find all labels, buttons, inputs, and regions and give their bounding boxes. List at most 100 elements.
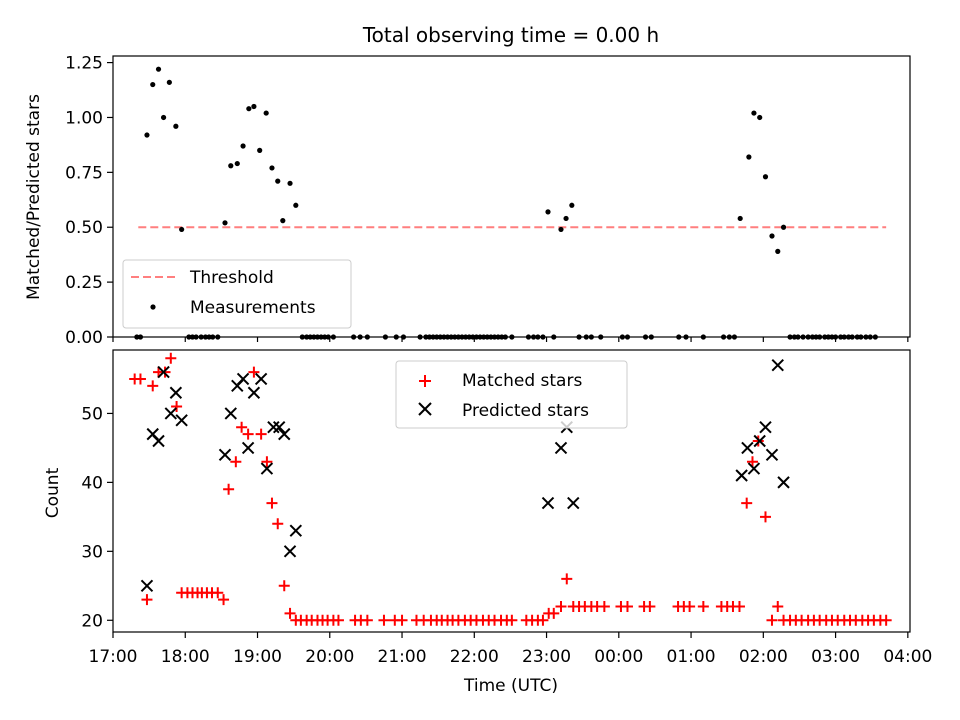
matched-star-point <box>697 600 709 612</box>
y-tick-label: 1.00 <box>65 108 103 128</box>
y-tick-label: 0.50 <box>65 218 103 238</box>
bottom-plot-frame <box>112 349 911 633</box>
matched-star-point <box>141 594 153 606</box>
matched-star-point <box>741 497 753 509</box>
measurement-point <box>240 143 246 149</box>
matched-star-point <box>230 456 242 468</box>
legend-matched-label: Matched stars <box>462 371 582 391</box>
measurement-point <box>246 106 252 112</box>
predicted-star-point <box>241 441 255 455</box>
top-y-axis: 0.00 0.25 0.50 0.75 1.00 1.25 <box>65 54 113 348</box>
x-tick-label: 04:00 <box>883 647 932 667</box>
matched-star-point <box>165 352 177 364</box>
bottom-legend: Matched stars Predicted stars <box>395 360 628 429</box>
matched-star-point <box>644 600 656 612</box>
predicted-star-point <box>175 414 188 427</box>
predicted-star-point <box>567 496 580 510</box>
x-tick-label: 17:00 <box>89 647 138 667</box>
predicted-star-point <box>272 421 286 434</box>
x-tick-label: 21:00 <box>378 647 427 667</box>
matched-star-point <box>684 600 696 612</box>
matched-star-point <box>561 573 573 585</box>
matched-star-point <box>159 366 171 378</box>
predicted-star-point <box>771 358 784 372</box>
predicted-star-point <box>164 407 178 420</box>
measurement-point <box>222 220 228 226</box>
matched-star-point <box>548 607 560 619</box>
matched-star-point <box>598 600 610 612</box>
measurement-point <box>287 180 293 186</box>
matched-star-point <box>218 594 230 606</box>
top-plot-frame <box>112 55 911 338</box>
matched-points <box>129 352 892 626</box>
matched-star-point <box>266 497 278 509</box>
x-tick-label: 01:00 <box>667 647 716 667</box>
matched-star-point <box>261 456 273 468</box>
top-legend: Threshold Measurements <box>122 259 352 329</box>
measurement-point <box>746 154 752 160</box>
measurement-point <box>775 248 781 254</box>
predicted-star-point <box>260 462 274 475</box>
matched-star-point <box>772 600 784 612</box>
matched-star-point <box>278 580 290 592</box>
matched-star-point <box>147 380 159 392</box>
chart-title: Total observing time = 0.00 h <box>362 23 659 47</box>
matched-star-point <box>332 614 344 626</box>
measurement-point <box>569 202 575 208</box>
legend-measurements-swatch <box>150 304 156 310</box>
predicted-star-point <box>169 386 183 399</box>
measurement-point <box>558 226 564 233</box>
matched-star-point <box>248 366 260 378</box>
matched-star-point <box>746 456 758 468</box>
bottom-x-axis: 17:00 18:00 19:00 20:00 21:00 22:00 23:00 00:00… <box>89 632 932 667</box>
measurement-point <box>234 160 240 167</box>
predicted-star-point <box>157 365 170 379</box>
matched-star-point <box>621 600 633 612</box>
predicted-star-point <box>759 421 772 434</box>
legend-measurements-label: Measurements <box>190 298 316 318</box>
bottom-panel: 20 30 40 50 17:00 18:00 19:00 20:00 21:00 22:00 2… <box>43 349 932 696</box>
matched-star-point <box>537 614 549 626</box>
legend-matched-swatch <box>419 375 431 387</box>
x-tick-label: 20:00 <box>305 647 354 667</box>
bottom-legend-box <box>395 360 628 429</box>
top-panel: 0.00 0.25 0.50 0.75 1.00 1.25 Matched/Predict… <box>24 54 911 348</box>
measurement-point <box>179 226 185 233</box>
measurement-point <box>769 233 775 239</box>
y-tick-label: 50 <box>81 404 103 424</box>
matched-star-point <box>242 428 254 440</box>
predicted-star-point <box>278 427 291 441</box>
measurement-point <box>757 114 763 121</box>
x-tick-label: 19:00 <box>233 647 282 667</box>
predicted-star-point <box>753 434 766 448</box>
matched-star-point <box>378 614 390 626</box>
predicted-star-point <box>283 545 297 558</box>
measurement-point <box>275 178 281 184</box>
y-tick-label: 0.25 <box>65 273 103 293</box>
predicted-star-point <box>224 407 237 420</box>
measurement-point <box>762 174 769 180</box>
predicted-star-point <box>554 441 568 455</box>
measurement-point <box>155 66 162 72</box>
measurement-point <box>150 81 156 88</box>
matched-star-point <box>134 373 146 385</box>
bottom-y-axis: 20 30 40 50 <box>81 404 113 631</box>
matched-star-point <box>555 600 567 612</box>
y-tick-label: 0.75 <box>65 163 103 183</box>
predicted-star-point <box>267 421 280 434</box>
x-tick-label: 22:00 <box>450 647 499 667</box>
predicted-star-point <box>765 448 779 462</box>
matched-star-point <box>361 614 373 626</box>
predicted-points <box>140 358 790 593</box>
matched-star-point <box>506 614 518 626</box>
measurement-point <box>166 79 172 85</box>
measurement-point <box>280 218 286 224</box>
predicted-star-point <box>218 448 232 462</box>
measurement-point <box>251 103 257 110</box>
matched-star-point <box>284 607 296 619</box>
matched-star-point <box>759 511 771 523</box>
top-x-ticks <box>112 337 909 342</box>
x-tick-label: 18:00 <box>161 647 210 667</box>
x-tick-label: 02:00 <box>739 647 788 667</box>
